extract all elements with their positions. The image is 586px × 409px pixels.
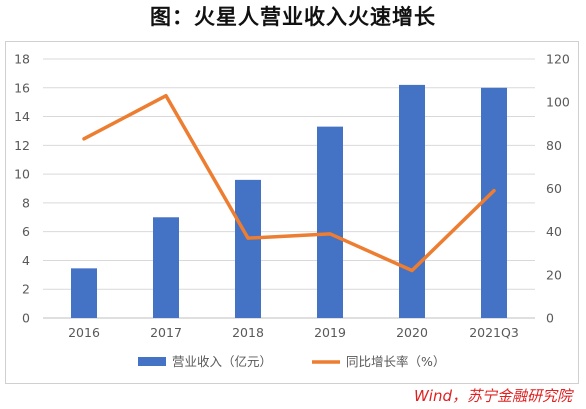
bar [153, 217, 179, 318]
x-axis-ticks: 2016 2017 2018 2019 2020 2021Q3 [68, 325, 519, 340]
bar [399, 84, 425, 319]
chart-frame [5, 41, 579, 384]
x-tick-label: 2016 [68, 325, 100, 340]
x-tick-label: 2018 [232, 325, 264, 340]
x-tick-label: 2020 [396, 325, 428, 340]
left-tick-label: 2 [22, 282, 30, 297]
right-tick-label: 40 [546, 224, 562, 239]
left-tick-label: 8 [22, 195, 30, 210]
left-axis-ticks: 0 2 4 6 8 10 12 14 16 18 [14, 52, 30, 326]
legend-label-revenue: 营业收入（亿元） [172, 354, 272, 369]
bar-series [71, 84, 507, 319]
left-tick-label: 14 [14, 109, 30, 124]
x-tick-label: 2019 [314, 325, 346, 340]
bar [235, 179, 261, 318]
bar [481, 87, 507, 319]
left-tick-label: 18 [14, 52, 30, 67]
gridlines [43, 58, 535, 319]
right-tick-label: 60 [546, 181, 562, 196]
left-tick-label: 16 [14, 80, 30, 95]
combo-chart: 0 2 4 6 8 10 12 14 16 18 0 20 40 60 80 100 120 2016 2017… [14, 52, 570, 370]
legend-swatch-bar [138, 357, 166, 366]
right-axis-ticks: 0 20 40 60 80 100 120 [546, 52, 570, 326]
legend-label-growth: 同比增长率（%） [346, 354, 445, 369]
left-tick-label: 10 [14, 167, 30, 182]
x-tick-label: 2021Q3 [469, 325, 519, 340]
right-tick-label: 100 [546, 95, 570, 110]
x-tick-label: 2017 [150, 325, 182, 340]
growth-line [82, 93, 496, 273]
bar [317, 126, 343, 318]
bar [71, 268, 97, 318]
left-tick-label: 6 [22, 224, 30, 239]
source-note: Wind，苏宁金融研究院 [413, 387, 572, 405]
line-series [82, 93, 496, 273]
left-tick-label: 12 [14, 138, 30, 153]
left-tick-label: 4 [22, 253, 30, 268]
right-tick-label: 0 [546, 311, 554, 326]
legend: 营业收入（亿元） 同比增长率（%） [138, 354, 445, 369]
chart-title: 图：火星人营业收入火速增长 [150, 5, 436, 29]
right-tick-label: 120 [546, 52, 570, 67]
right-tick-label: 20 [546, 267, 562, 282]
left-tick-label: 0 [22, 311, 30, 326]
right-tick-label: 80 [546, 138, 562, 153]
